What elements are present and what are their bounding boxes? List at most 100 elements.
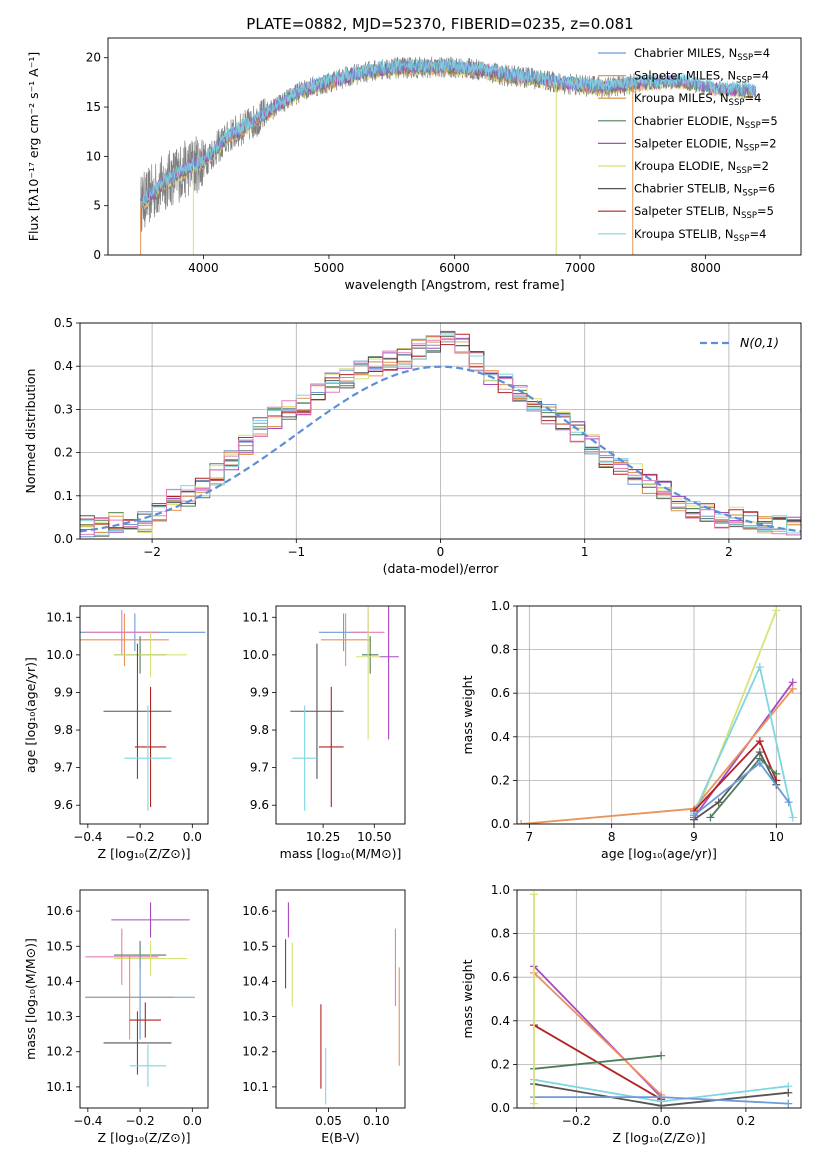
- weight-marker: [755, 758, 764, 767]
- x-tick-label: 9: [690, 830, 698, 844]
- y-tick-label: 0: [93, 248, 101, 262]
- x-axis-label: mass [log₁₀(M/M⊙)]: [280, 846, 402, 861]
- y-tick-label: 9.8: [250, 723, 269, 737]
- x-tick-label: 10: [769, 830, 784, 844]
- y-tick-label: 9.8: [54, 723, 73, 737]
- y-tick-label: 15: [86, 100, 101, 114]
- legend-sub: SSP: [745, 121, 761, 131]
- legend-sub: SSP: [737, 53, 753, 63]
- y-tick-label: 10.3: [46, 1010, 73, 1024]
- weight-marker: [755, 737, 764, 746]
- weight-line-salpeter_miles: [521, 688, 794, 824]
- legend-sub: SSP: [741, 211, 757, 221]
- y-tick-label: 0.3: [54, 402, 73, 416]
- axes-age_weight: 7 8 9 10 0.0 0.2 0.4 0.6 0.8 1.0 age [log₁₀(age/yr…: [460, 599, 802, 861]
- y-tick-label: 10.4: [46, 974, 73, 988]
- plot-area: [140, 56, 757, 255]
- y-tick-label: 0.8: [491, 927, 510, 941]
- weight-marker: [772, 606, 781, 615]
- y-tick-label: 0.8: [491, 643, 510, 657]
- legend-entry: Kroupa MILES, NSSP=4: [634, 91, 761, 108]
- legend-text: Kroupa ELODIE, N: [634, 159, 736, 173]
- x-axis-label: Z [log₁₀(Z/Z⊙)]: [98, 846, 191, 861]
- x-axis-label: wavelength [Angstrom, rest frame]: [344, 277, 564, 292]
- y-tick-label: 0.0: [54, 532, 73, 546]
- y-tick-label: 0.6: [491, 970, 510, 984]
- x-tick-label: 0: [437, 545, 445, 559]
- x-tick-label: 1: [581, 545, 589, 559]
- x-tick-label: −0.4: [73, 830, 102, 844]
- weight-marker: [657, 1051, 666, 1060]
- legend-sub: SSP: [729, 98, 745, 108]
- y-tick-label: 10.3: [242, 1010, 269, 1024]
- weight-marker: [788, 684, 797, 693]
- weight-marker: [657, 1101, 666, 1108]
- x-tick-label: 8000: [690, 261, 721, 275]
- y-tick-label: 10.2: [242, 1045, 269, 1059]
- y-tick-label: 10.4: [242, 974, 269, 988]
- x-tick-label: 0.0: [183, 830, 202, 844]
- y-tick-label: 9.7: [54, 761, 73, 775]
- y-tick-label: 0.2: [54, 446, 73, 460]
- y-tick-label: 10.6: [242, 904, 269, 918]
- legend-sub: SSP: [736, 166, 752, 176]
- plot-area: [80, 330, 801, 539]
- y-tick-label: 9.9: [54, 685, 73, 699]
- y-tick-label: 10.1: [242, 610, 269, 624]
- y-tick-label: 0.4: [54, 359, 73, 373]
- x-tick-label: 8: [608, 830, 616, 844]
- legend-tail: =2: [760, 136, 777, 150]
- figure-title: PLATE=0882, MJD=52370, FIBERID=0235, z=0…: [246, 15, 633, 33]
- weight-marker: [788, 813, 797, 822]
- legend-tail: =4: [752, 69, 769, 83]
- normal-curve: [80, 365, 801, 533]
- x-axis-label: (data-model)/error: [383, 561, 500, 576]
- legend-entry: Kroupa STELIB, NSSP=4: [634, 227, 766, 244]
- y-tick-label: 10.2: [46, 1045, 73, 1059]
- legend-text: Kroupa STELIB, N: [634, 227, 734, 241]
- legend-text: Salpeter ELODIE, N: [634, 136, 744, 150]
- y-tick-label: 0.4: [491, 730, 510, 744]
- y-tick-label: 0.2: [491, 1057, 510, 1071]
- plot-area: [80, 609, 206, 811]
- x-tick-label: 7: [526, 830, 534, 844]
- legend-tail: =4: [753, 46, 770, 60]
- legend-tail: =5: [761, 114, 778, 128]
- weight-line-salpeter_miles: [533, 972, 662, 1096]
- y-tick-label: 1.0: [491, 883, 510, 897]
- x-tick-label: −0.2: [126, 1114, 155, 1128]
- weight-marker: [714, 798, 723, 807]
- axes-residuals: −2 −1 0 1 2 0.0 0.1 0.2 0.3 0.4 0.5 (data-model)/er…: [23, 316, 802, 576]
- y-tick-label: 0.1: [54, 489, 73, 503]
- y-axis-label: age [log₁₀(age/yr)]: [23, 657, 38, 773]
- x-axis-label: age [log₁₀(age/yr)]: [601, 846, 717, 861]
- axes-frame: [275, 889, 406, 1109]
- legend-sub: SSP: [744, 143, 760, 153]
- x-tick-label: 4000: [188, 261, 219, 275]
- plot-area: [529, 890, 793, 1108]
- x-tick-label: 0.2: [736, 1114, 755, 1128]
- x-tick-label: 10.25: [306, 830, 340, 844]
- y-tick-label: 10.5: [242, 939, 269, 953]
- x-tick-label: 10.50: [357, 830, 391, 844]
- legend-entry: Salpeter STELIB, NSSP=5: [634, 204, 774, 221]
- x-tick-label: −0.2: [126, 830, 155, 844]
- y-tick-label: 0.4: [491, 1014, 510, 1028]
- x-tick-label: −1: [287, 545, 305, 559]
- plot-area: [85, 902, 195, 1087]
- axes-z_age: −0.4 −0.2 0.0 9.6 9.7 9.8 9.9 10.0 10.1 Z [log₁₀(…: [23, 605, 209, 861]
- weight-marker: [689, 811, 698, 820]
- y-tick-label: 0.5: [54, 316, 73, 330]
- axes-z_mass: −0.4 −0.2 0.0 10.1 10.2 10.3 10.4 10.5 10.6 Z [lo…: [23, 889, 209, 1145]
- axes-frame: [79, 889, 209, 1109]
- y-tick-label: 1.0: [491, 599, 510, 613]
- plot-area: [517, 606, 797, 824]
- weight-line-chabrier_elodie: [533, 1054, 662, 1070]
- legend-entry: Kroupa ELODIE, NSSP=2: [634, 159, 769, 176]
- y-tick-label: 0.6: [491, 686, 510, 700]
- legend-text: Salpeter STELIB, N: [634, 204, 741, 218]
- weight-marker: [772, 769, 781, 778]
- legend-tail: =5: [757, 204, 774, 218]
- x-tick-label: −0.4: [73, 1114, 102, 1128]
